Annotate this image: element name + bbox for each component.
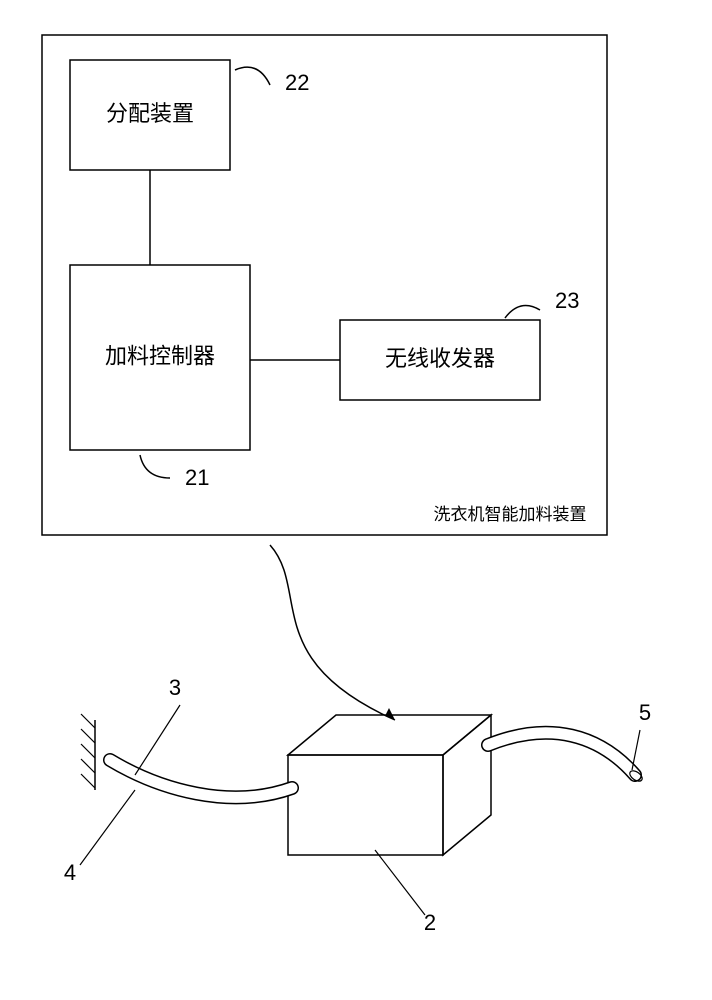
background [0,0,712,1000]
controller-box-refnum: 21 [185,465,209,490]
transceiver-box-refnum: 23 [555,288,579,313]
transceiver-box-label: 无线收发器 [385,346,495,371]
controller-box-label: 加料控制器 [105,343,215,368]
leader-5-label: 5 [639,700,651,725]
dispenser-box-label: 分配装置 [106,101,194,126]
leader-2-label: 2 [424,910,436,935]
outer-box-caption: 洗衣机智能加料装置 [434,505,587,524]
dispenser-box-refnum: 22 [285,70,309,95]
leader-4-label: 4 [64,860,76,885]
diagram-canvas: 洗衣机智能加料装置 分配装置 22 加料控制器 21 无线收发器 23 3 4 2 5 [0,0,712,1000]
leader-3-label: 3 [169,675,181,700]
